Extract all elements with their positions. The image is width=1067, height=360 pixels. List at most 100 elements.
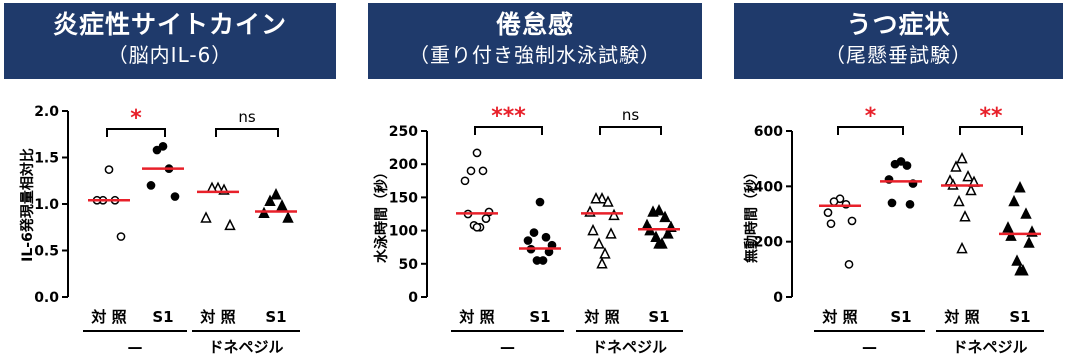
y-tick-label: 0.5 — [34, 244, 59, 260]
data-point — [258, 206, 270, 219]
x-category-label: 対 照 — [583, 308, 619, 326]
y-tick-label: 400 — [754, 179, 783, 195]
data-point — [1023, 236, 1035, 248]
data-point — [170, 192, 180, 201]
data-point — [104, 165, 114, 174]
data-point — [1005, 229, 1017, 241]
y-tick-label: 50 — [399, 257, 419, 273]
data-point — [956, 241, 968, 254]
y-tick-label: 200 — [754, 235, 783, 251]
data-point — [653, 204, 665, 216]
data-point — [1014, 264, 1026, 276]
x-group-label: ドネペジル — [592, 338, 667, 356]
data-point — [116, 232, 126, 241]
data-point — [146, 181, 156, 190]
x-category-label: 対 照 — [458, 308, 494, 326]
data-point — [478, 166, 488, 176]
data-point — [590, 192, 602, 204]
data-point — [270, 188, 282, 200]
data-point — [965, 183, 977, 196]
significance-bracket — [837, 126, 904, 135]
data-point — [599, 247, 611, 259]
x-category-label: 対 照 — [90, 308, 126, 326]
data-point — [276, 199, 288, 211]
data-point — [1002, 221, 1014, 233]
data-point — [264, 194, 276, 206]
data-point — [538, 256, 548, 265]
panel-subtitle: （脳内IL-6） — [107, 43, 233, 67]
data-point — [472, 148, 482, 158]
chart-swim: 0 50 100 150 200 250 水泳時間（秒） 対 照 S1 対 照 S1 — ドネペジル **… — [373, 104, 683, 356]
panel-il6: 炎症性サイトカイン （脳内IL-6） 0.0 0.5 1.0 1.5 2.0 IL-6発現… — [0, 0, 340, 360]
panel-tail: うつ症状 （尾懸垂試験） 0 200 400 600 無動時間（秒） 対 照 S1 対 照 S1… — [728, 0, 1067, 360]
y-tick-label: 200 — [389, 157, 418, 173]
y-tick-label: 600 — [754, 124, 783, 140]
data-point — [282, 211, 294, 223]
data-point — [1014, 181, 1026, 193]
x-group-label: ドネペジル — [208, 338, 283, 356]
data-point — [1020, 207, 1032, 219]
data-point — [823, 208, 833, 217]
data-point — [224, 218, 236, 231]
x-group-label: — — [500, 338, 515, 356]
data-point — [584, 205, 596, 217]
data-point — [158, 141, 168, 151]
data-point — [460, 176, 470, 186]
significance-label: * — [865, 104, 877, 129]
significance-bracket — [474, 126, 543, 135]
x-group-label: ドネペジル — [952, 338, 1027, 356]
data-point — [950, 160, 962, 172]
data-point — [847, 216, 857, 226]
y-tick-label: 0 — [408, 290, 418, 306]
significance-label: * — [130, 106, 142, 131]
panel-title: 炎症性サイトカイン — [52, 10, 287, 39]
significance-bracket — [599, 126, 662, 135]
x-category-label: 対 照 — [821, 308, 857, 326]
data-point — [829, 197, 839, 206]
data-point — [662, 227, 674, 239]
data-point — [887, 198, 897, 208]
y-tick-label: 1.5 — [34, 151, 59, 167]
data-point — [902, 161, 912, 170]
significance-label: ns — [238, 108, 256, 126]
data-point — [659, 210, 671, 223]
x-category-label: S1 — [1009, 308, 1030, 326]
data-point — [605, 227, 617, 239]
panel-header: 炎症性サイトカイン （脳内IL-6） — [4, 3, 336, 79]
y-axis-label: 水泳時間（秒） — [373, 165, 390, 263]
data-point — [608, 208, 620, 221]
y-axis-label: 無動時間（秒） — [743, 165, 760, 263]
significance-label: ** — [979, 104, 1003, 129]
x-category-label: S1 — [529, 308, 550, 326]
data-point — [647, 205, 659, 217]
significance-label: ns — [622, 106, 640, 124]
data-point — [602, 195, 614, 207]
data-point — [200, 211, 212, 223]
data-point — [905, 199, 915, 209]
y-tick-label: 1.0 — [34, 197, 59, 213]
x-group-label: — — [862, 338, 877, 356]
y-tick-label: 0.0 — [34, 290, 59, 306]
significance-label: *** — [491, 104, 526, 129]
data-point — [535, 197, 545, 207]
data-point — [890, 159, 900, 169]
data-point — [826, 219, 836, 229]
y-tick-label: 250 — [389, 124, 418, 140]
data-point — [466, 166, 476, 176]
panel-header: 倦怠感 （重り付き強制水泳試験） — [368, 3, 702, 79]
data-point — [953, 194, 965, 207]
y-axis-label: IL-6発現量相対比 — [19, 148, 36, 262]
y-tick-label: 150 — [389, 190, 418, 206]
x-group-label: — — [128, 338, 143, 356]
data-point — [844, 260, 854, 269]
y-tick-label: 0 — [773, 290, 783, 306]
data-point — [541, 232, 551, 242]
x-category-label: S1 — [648, 308, 669, 326]
data-point — [587, 223, 599, 236]
significance-bracket — [106, 128, 166, 137]
x-category-label: S1 — [890, 308, 911, 326]
panel-title: 倦怠感 — [495, 10, 574, 39]
data-point — [962, 169, 974, 182]
